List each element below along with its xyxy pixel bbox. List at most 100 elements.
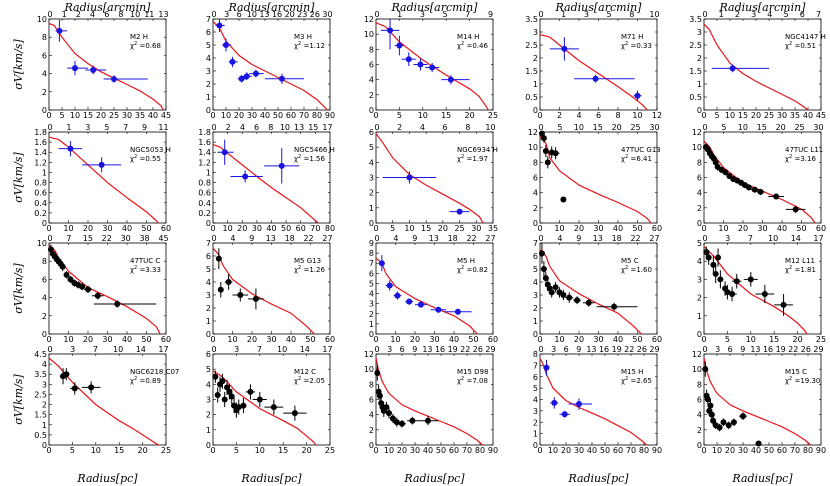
data-marker	[792, 206, 799, 213]
data-marker	[278, 162, 285, 169]
top-tick-label: 5	[721, 123, 726, 132]
top-tick-label: 6	[728, 345, 733, 354]
x-tick-label: 40	[803, 111, 813, 120]
x-tick-label: 15	[421, 224, 431, 233]
data-marker	[399, 420, 405, 427]
top-tick-label: 8	[629, 10, 634, 19]
data-marker	[85, 286, 91, 293]
y-tick-label: 8	[369, 45, 374, 54]
y-tick-label: 7	[206, 15, 211, 24]
y-tick-label: 4	[42, 360, 47, 369]
data-point	[704, 393, 711, 406]
y-tick-label: 0.8	[34, 179, 47, 188]
y-tick-label: 0.8	[198, 179, 211, 188]
top-tick-label: 15	[83, 234, 93, 243]
y-tick-label: 12	[692, 350, 702, 359]
x-tick-label: 60	[161, 335, 171, 344]
top-tick-label: 15	[757, 123, 767, 132]
y-tick-label: 4	[369, 158, 374, 167]
x-tick-label: 20	[237, 224, 247, 233]
x-tick-label: 30	[247, 111, 257, 120]
data-point	[217, 282, 224, 298]
top-tick-label: 25	[794, 123, 804, 132]
x-tick-label: 20	[725, 446, 735, 455]
x-tick-label: 30	[102, 224, 112, 233]
y-tick-label: 3	[369, 174, 374, 183]
top-tick-label: 26	[310, 10, 320, 19]
data-point	[550, 397, 559, 409]
top-tick-label: 17	[813, 234, 823, 243]
data-point	[228, 56, 238, 68]
top-tick-label: 7	[816, 10, 821, 19]
y-tick-label: 10	[364, 365, 374, 374]
top-tick-label: 3	[70, 345, 75, 354]
y-tick-label: 0	[42, 330, 47, 339]
data-point	[214, 387, 221, 403]
data-marker	[715, 254, 722, 261]
data-point	[430, 306, 447, 313]
y-tick-label: 6	[42, 275, 47, 284]
data-marker	[216, 22, 223, 29]
top-tick-label: 29	[813, 345, 823, 354]
x-tick-label: 10	[404, 224, 414, 233]
data-point	[380, 19, 400, 50]
panel-m2-h: 0 5 10 15 20 25 30 35 40 450 1 2 4 6 8 10 11 130246810M2 …	[37, 10, 171, 120]
data-marker	[212, 373, 219, 380]
x-tick-label: 15	[278, 446, 288, 455]
data-marker	[393, 419, 400, 426]
data-marker	[270, 404, 277, 411]
y-tick-label: 3	[206, 67, 211, 76]
x-tick-label: 35	[135, 111, 145, 120]
chi-square-label: χ2 =3.16	[785, 154, 816, 163]
dataset-name: NGC4147 H	[785, 33, 826, 41]
x-tick-label: 30	[471, 224, 481, 233]
x-tick-label: 80	[325, 224, 335, 233]
y-tick-label: 6	[533, 373, 538, 382]
x-tick-label: 20	[751, 111, 761, 120]
data-marker	[704, 396, 711, 403]
data-marker	[396, 42, 403, 49]
data-point	[717, 270, 724, 289]
data-point	[755, 440, 762, 447]
top-tick-label: 17	[322, 345, 332, 354]
top-tick-label: 4	[90, 10, 95, 19]
x-tick-label: 0	[701, 335, 706, 344]
data-point	[252, 391, 267, 408]
data-point	[93, 300, 157, 308]
left-axis-title-2: σV[km/s]	[12, 152, 25, 203]
y-tick-label: 2	[42, 312, 47, 321]
y-tick-label: 7	[533, 239, 538, 248]
x-tick-label: 0	[701, 224, 706, 233]
data-marker	[224, 384, 231, 391]
data-marker	[417, 61, 424, 68]
data-point	[413, 58, 428, 71]
y-tick-label: 6	[206, 252, 211, 261]
data-marker	[540, 135, 547, 142]
y-tick-label: 0.2	[198, 209, 211, 218]
top-tick-label: 9	[740, 345, 745, 354]
x-tick-label: 5	[397, 111, 402, 120]
y-tick-label: 3	[369, 300, 374, 309]
x-tick-label: 40	[148, 111, 158, 120]
y-tick-label: 10	[37, 239, 47, 248]
chi-square-label: χ2 =6.41	[621, 154, 652, 163]
y-tick-label: 1.5	[689, 67, 702, 76]
data-point	[245, 384, 256, 400]
top-tick-label: 13	[586, 345, 596, 354]
top-tick-label: 13	[158, 10, 168, 19]
y-tick-label: 2	[697, 54, 702, 63]
x-tick-label: 25	[816, 335, 826, 344]
top-tick-label: 30	[121, 234, 131, 243]
data-point	[774, 293, 793, 316]
chi-square-label: χ2 =1.81	[785, 265, 816, 274]
data-point	[745, 184, 752, 191]
data-point	[785, 205, 806, 214]
data-marker	[552, 150, 559, 157]
data-point	[103, 75, 148, 83]
x-tick-label: 10	[718, 224, 728, 233]
y-tick-label: 2	[206, 411, 211, 420]
dataset-name: M15 D98	[457, 368, 488, 376]
data-point	[707, 400, 714, 411]
data-marker	[745, 184, 752, 191]
